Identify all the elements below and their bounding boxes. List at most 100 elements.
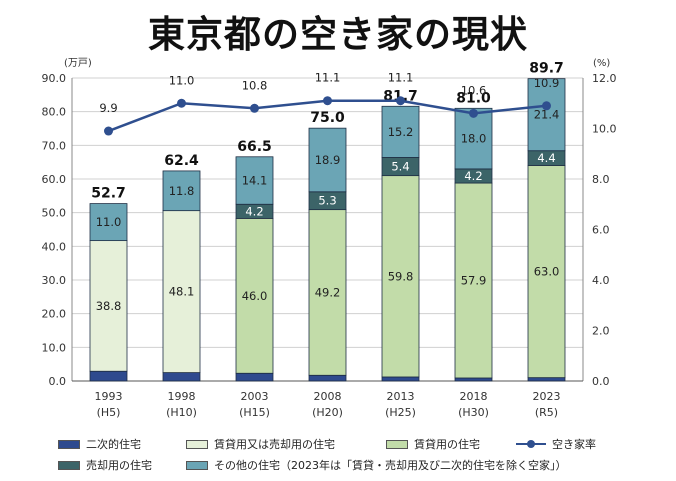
bar-second-home: [308, 374, 347, 382]
bar-second-home: [89, 370, 128, 382]
legend-label: 売却用の住宅: [86, 459, 152, 472]
legend-item-rental: 賃貸用の住宅: [386, 436, 480, 452]
y2-tick-label: 6.0: [592, 224, 610, 237]
x-tick-sublabel: (H30): [458, 406, 489, 419]
bar-value-label: 14.1: [242, 174, 268, 188]
bar-total-label: 66.5: [237, 139, 272, 155]
y-tick-label: 60.0: [42, 173, 67, 186]
vacancy-rate-point: [396, 96, 405, 106]
vacancy-rate-point: [542, 101, 551, 111]
x-tick-sublabel: (H10): [166, 406, 197, 419]
x-tick-sublabel: (H25): [385, 406, 416, 419]
page-title: 東京都の空き家の現状: [148, 13, 528, 56]
bar-rental: [527, 165, 566, 379]
bar-rental: [308, 209, 347, 376]
vacancy-rate-point: [250, 103, 259, 113]
bar-value-label: 4.4: [537, 151, 555, 165]
bar-other: [527, 78, 566, 152]
bar-value-label: 48.1: [169, 285, 195, 299]
legend-swatch: [386, 439, 408, 449]
vacancy-rate-point: [104, 126, 113, 136]
bar-second-home: [162, 372, 201, 382]
bar-other: [308, 127, 347, 193]
x-tick-sublabel: (H20): [312, 406, 343, 419]
legend-item-rent-or-sale: 賃貸用又は売却用の住宅: [186, 436, 335, 452]
y2-tick-label: 2.0: [592, 325, 610, 338]
bar-rental: [235, 217, 274, 374]
y-axis-unit: (万戸): [64, 57, 92, 69]
vacancy-rate-label: 10.6: [461, 83, 487, 97]
bar-value-label: 63.0: [534, 265, 560, 279]
bar-value-label: 18.0: [461, 132, 487, 146]
bar-value-label: 46.0: [242, 289, 268, 303]
legend-label: 空き家率: [552, 438, 596, 451]
vacancy-rate-label: 9.9: [99, 101, 117, 115]
x-tick-label: 1998: [168, 390, 196, 403]
chart: 0.0 10.0 20.0 30.0 40.0 50.0 60.0 70.0 80.0 90.0 0…: [42, 57, 617, 419]
vacancy-rate-label: 11.1: [315, 71, 341, 85]
y-tick-label: 90.0: [42, 72, 67, 85]
vacancy-rate-label: 11.1: [388, 71, 414, 85]
bar-value-label: 11.8: [169, 184, 195, 198]
x-tick-label: 2003: [241, 390, 269, 403]
legend-line-swatch: [516, 439, 546, 449]
vacancy-rate-point: [323, 96, 332, 106]
bar-other: [381, 105, 420, 158]
legend-label: その他の住宅（2023年は「賃貸・売却用及び二次的住宅を除く空家」）: [214, 459, 567, 472]
y2-tick-label: 10.0: [592, 123, 617, 136]
bar-total-label: 75.0: [310, 110, 345, 126]
legend-swatch: [186, 439, 208, 449]
bar-total-label: 62.4: [164, 153, 199, 169]
y2-tick-label: 0.0: [592, 375, 610, 388]
x-tick-sublabel: (H15): [239, 406, 270, 419]
x-tick-label: 2013: [387, 390, 415, 403]
vacancy-rate-point: [177, 98, 186, 108]
bar-other: [162, 170, 201, 212]
legend-label: 賃貸用又は売却用の住宅: [214, 438, 335, 451]
bar-second-home: [381, 376, 420, 382]
legend-label: 賃貸用の住宅: [414, 438, 480, 451]
legend-swatch: [58, 439, 80, 449]
x-tick-label: 2023: [533, 390, 561, 403]
y2-tick-label: 4.0: [592, 274, 610, 287]
y-tick-label: 50.0: [42, 207, 67, 220]
bar-value-label: 4.2: [464, 169, 482, 183]
legend-item-second-home: 二次的住宅: [58, 436, 141, 452]
legend-label: 二次的住宅: [86, 438, 141, 451]
bar-second-home: [235, 372, 274, 382]
legend-item-other: その他の住宅（2023年は「賃貸・売却用及び二次的住宅を除く空家」）: [186, 457, 567, 473]
bar-rental: [454, 182, 493, 379]
x-tick-label: 1993: [95, 390, 123, 403]
bar-value-label: 18.9: [315, 153, 341, 167]
y2-axis-unit: (%): [593, 58, 610, 69]
x-tick-label: 2008: [314, 390, 342, 403]
y-tick-label: 30.0: [42, 274, 67, 287]
y2-tick-label: 8.0: [592, 173, 610, 186]
y-tick-label: 10.0: [42, 341, 67, 354]
y-tick-label: 70.0: [42, 139, 67, 152]
bar-value-label: 59.8: [388, 269, 414, 283]
vacancy-rate-label: 11.0: [169, 73, 195, 87]
bar-rent-or-sale: [162, 210, 201, 373]
bar-value-label: 5.3: [318, 194, 336, 208]
bar-other: [235, 156, 274, 205]
y-tick-label: 40.0: [42, 240, 67, 253]
bar-value-label: 57.9: [461, 274, 487, 288]
x-tick-sublabel: (H5): [97, 406, 121, 419]
y-tick-label: 0.0: [49, 375, 67, 388]
bar-rental: [381, 175, 420, 378]
bar-value-label: 38.8: [96, 299, 122, 313]
bar-value-label: 21.4: [534, 108, 560, 122]
bar-value-label: 49.2: [315, 285, 341, 299]
y2-tick-label: 12.0: [592, 72, 617, 85]
bar-total-label: 89.7: [529, 61, 564, 77]
legend: 二次的住宅 賃貸用又は売却用の住宅 賃貸用の住宅 空き家率 売却用の住宅 その他…: [58, 436, 668, 476]
x-tick-sublabel: (R5): [535, 406, 558, 419]
bar-total-label: 52.7: [91, 186, 126, 202]
bar-second-home: [527, 377, 566, 382]
bar-value-label: 4.2: [245, 204, 263, 218]
legend-item-vacancy-rate: 空き家率: [516, 436, 596, 452]
legend-item-for-sale: 売却用の住宅: [58, 457, 152, 473]
bar-total-label: 81.0: [456, 90, 491, 106]
bar-other: [89, 203, 128, 242]
